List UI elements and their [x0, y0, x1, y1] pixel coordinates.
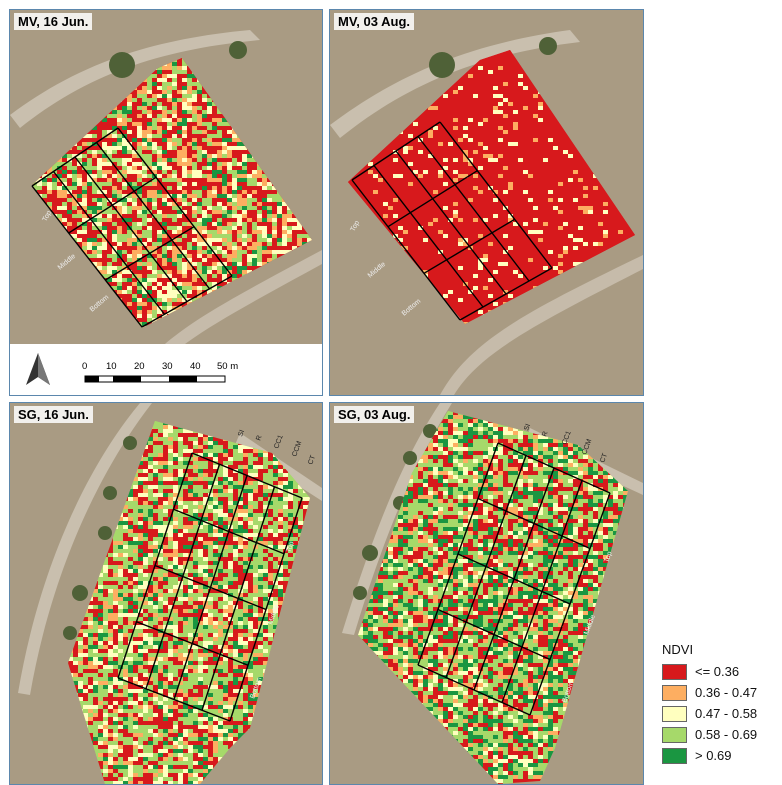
sg-jun-tree — [63, 626, 77, 640]
legend-swatch — [662, 726, 687, 743]
panel-title: MV, 03 Aug. — [334, 13, 415, 30]
sg-jun-map: SI R CC1 CCM CT Top Middle Bottom — [10, 403, 322, 784]
legend-item: 0.47 - 0.58 — [662, 703, 780, 724]
legend-label: > 0.69 — [695, 748, 732, 763]
mv-aug-tree — [539, 37, 557, 55]
map-panel-sg-aug: SI R CC1 CCM CT Top Middle Bottom SG, 03… — [329, 402, 644, 785]
mv-aug-road-2 — [440, 255, 643, 395]
mv-jun-road-label-top: Top — [42, 210, 54, 223]
north-arrow-half-icon — [38, 353, 50, 385]
scale-tick-30: 30 — [162, 361, 173, 372]
sg-jun-col-label-r: R — [255, 435, 263, 442]
map-panel-mv-jun: Top Middle Bottom 0 10 20 30 40 50 m MV,… — [9, 9, 323, 396]
sg-aug-col-label-cc1: CC1 — [561, 430, 572, 446]
sg-jun-tree — [123, 436, 137, 450]
sg-jun-tree — [103, 486, 117, 500]
legend-item: > 0.69 — [662, 745, 780, 766]
sg-jun-tree — [98, 526, 112, 540]
legend-label: 0.58 - 0.69 — [695, 727, 758, 742]
legend-title: NDVI — [662, 642, 694, 657]
mv-jun-plot-grid — [31, 127, 233, 328]
legend-swatch — [662, 705, 687, 722]
scale-bar-background — [10, 344, 322, 395]
mv-jun-road-2 — [125, 250, 322, 395]
sg-aug-road-label-top: Top — [603, 551, 613, 564]
mv-aug-tree — [429, 52, 455, 78]
sg-aug-road — [342, 403, 452, 635]
map-panel-mv-aug: Top Middle Bottom MV, 03 Aug. — [329, 9, 644, 396]
sg-aug-col-label-si: SI — [523, 423, 532, 432]
scale-tick-50: 50 m — [217, 361, 238, 372]
legend-swatch — [662, 663, 687, 680]
sg-jun-col-label-si: SI — [237, 429, 246, 438]
scale-tick-40: 40 — [190, 361, 201, 372]
panel-title: MV, 16 Jun. — [14, 13, 93, 30]
sg-aug-tree — [353, 586, 367, 600]
scale-tick-0: 0 — [82, 361, 87, 372]
sg-aug-col-label-ct: CT — [599, 452, 609, 464]
sg-jun-col-label-cc1: CC1 — [273, 434, 284, 450]
panel-title: SG, 16 Jun. — [14, 406, 93, 423]
legend-item: 0.58 - 0.69 — [662, 724, 780, 745]
sg-jun-col-label-ct: CT — [307, 454, 317, 466]
sg-aug-map: SI R CC1 CCM CT Top Middle Bottom — [330, 403, 643, 784]
mv-jun-tree — [229, 41, 247, 59]
sg-jun-tree — [72, 585, 88, 601]
sg-aug-tree — [403, 451, 417, 465]
sg-jun-plot-grid — [117, 452, 303, 722]
sg-jun-road-label-top: Top — [285, 541, 295, 554]
sg-aug-tree — [362, 545, 378, 561]
mv-jun-road — [10, 30, 260, 128]
mv-aug-map: Top Middle Bottom — [330, 10, 643, 395]
legend-label: <= 0.36 — [695, 664, 740, 679]
map-panel-sg-jun: SI R CC1 CCM CT Top Middle Bottom SG, 16… — [9, 402, 323, 785]
legend-swatch — [662, 747, 687, 764]
sg-aug-plot-grid — [417, 442, 611, 716]
legend-label: 0.47 - 0.58 — [695, 706, 758, 721]
panel-title: SG, 03 Aug. — [334, 406, 415, 423]
mv-jun-tree — [109, 52, 135, 78]
scale-bar: 0 10 20 30 40 50 m — [82, 361, 238, 383]
legend-item: 0.36 - 0.47 — [662, 682, 780, 703]
sg-aug-col-label-r: R — [541, 431, 549, 438]
ndvi-legend: NDVI <= 0.36 0.36 - 0.47 0.47 - 0.58 0.5… — [662, 642, 780, 766]
sg-jun-road — [18, 403, 152, 695]
legend-swatch — [662, 684, 687, 701]
legend-item: <= 0.36 — [662, 661, 780, 682]
mv-aug-road-label-top: Top — [350, 220, 362, 233]
scale-tick-10: 10 — [106, 361, 117, 372]
legend-label: 0.36 - 0.47 — [695, 685, 758, 700]
scale-tick-20: 20 — [134, 361, 145, 372]
mv-jun-map: Top Middle Bottom 0 10 20 30 40 50 m — [10, 10, 322, 395]
sg-aug-tree — [423, 424, 437, 438]
mv-aug-plot-grid — [351, 121, 553, 321]
